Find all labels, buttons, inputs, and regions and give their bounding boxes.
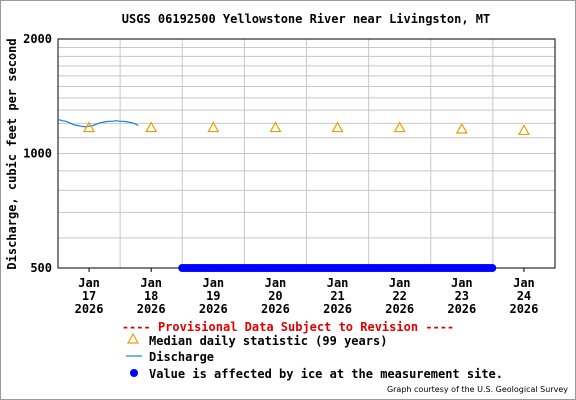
x-axis-ticks: Jan172026Jan182026Jan192026Jan202026Jan2…: [75, 268, 538, 316]
x-tick-label: Jan: [327, 276, 349, 290]
x-tick-label: 18: [144, 289, 158, 303]
median-triangle-marker: [331, 121, 344, 133]
x-tick-label: Jan: [451, 276, 473, 290]
median-triangle-marker: [455, 122, 468, 134]
x-tick-label: Jan: [389, 276, 411, 290]
x-tick-label: 2026: [385, 302, 414, 316]
x-tick-label: 2026: [199, 302, 228, 316]
x-tick-label: 20: [268, 289, 282, 303]
legend-ice-label: Value is affected by ice at the measurem…: [149, 367, 504, 381]
x-tick-label: 24: [517, 289, 531, 303]
chart-marks: [57, 118, 530, 272]
legend-median-triangle-icon: [126, 332, 140, 344]
y-axis-ticks: 500 1000 2000: [23, 32, 52, 275]
x-tick-label: 2026: [261, 302, 290, 316]
x-tick-label: 2026: [447, 302, 476, 316]
median-triangle-marker: [393, 121, 406, 133]
median-triangle-marker: [207, 121, 220, 133]
plot-grid: [58, 39, 555, 268]
x-tick-label: 2026: [137, 302, 166, 316]
discharge-chart: USGS 06192500 Yellowstone River near Liv…: [5, 12, 556, 316]
provisional-notice: ---- Provisional Data Subject to Revisio…: [121, 320, 455, 334]
ice-affected-dot: [488, 264, 497, 272]
legend-median-label: Median daily statistic (99 years): [149, 334, 388, 348]
x-tick-label: Jan: [202, 276, 224, 290]
x-tick-label: Jan: [265, 276, 287, 290]
x-tick-label: 23: [455, 289, 469, 303]
x-tick-label: 2026: [75, 302, 104, 316]
median-triangle-marker: [269, 121, 282, 133]
graph-credit: Graph courtesy of the U.S. Geological Su…: [386, 385, 568, 394]
legend-symbols: [126, 332, 142, 377]
y-axis-label: Discharge, cubic feet per second: [5, 38, 19, 269]
legend-ice-dot-icon: [130, 369, 138, 377]
y-tick-label: 500: [30, 261, 52, 275]
x-tick-label: Jan: [140, 276, 162, 290]
x-tick-label: 2026: [509, 302, 538, 316]
median-triangle-marker: [83, 121, 96, 133]
median-triangle-marker: [517, 124, 530, 136]
x-tick-label: 17: [82, 289, 96, 303]
x-tick-label: 2026: [323, 302, 352, 316]
legend-discharge-label: Discharge: [149, 350, 215, 364]
x-tick-label: 21: [330, 289, 344, 303]
y-tick-label: 2000: [23, 32, 52, 46]
chart-title: USGS 06192500 Yellowstone River near Liv…: [122, 12, 490, 26]
median-triangle-marker: [145, 121, 158, 133]
discharge-line: [57, 118, 139, 128]
x-tick-label: Jan: [78, 276, 100, 290]
y-tick-label: 1000: [23, 147, 52, 161]
x-tick-label: 22: [392, 289, 406, 303]
x-tick-label: 19: [206, 289, 220, 303]
x-tick-label: Jan: [513, 276, 535, 290]
